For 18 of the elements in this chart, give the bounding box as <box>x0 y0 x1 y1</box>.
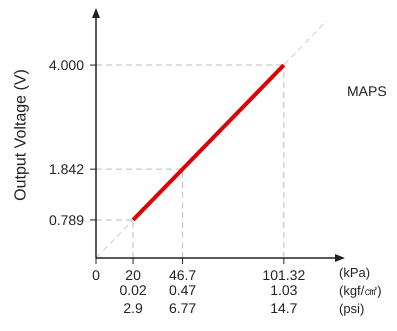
y-axis-title: Output Voltage (V) <box>12 69 30 201</box>
y-tick-label: 4.000 <box>48 57 84 74</box>
x-tick-label: 46.7 <box>168 267 196 283</box>
text: 6.77 <box>168 300 196 316</box>
text: 0.02 <box>119 282 147 298</box>
x-axis-title: (kPa) <box>339 265 370 280</box>
text: (psi) <box>339 301 364 316</box>
text: 2.9 <box>123 300 144 316</box>
x-tick-label: 0 <box>92 267 100 283</box>
text: (kgf/㎠) <box>339 283 382 298</box>
y-tick-label: 0.789 <box>48 212 84 228</box>
text: 14.7 <box>270 300 298 316</box>
x-tick-label: 20 <box>125 267 142 283</box>
text: 1.03 <box>270 282 298 298</box>
text: 0.47 <box>168 282 196 298</box>
text: MAPS <box>347 83 387 99</box>
y-tick-label: 1.842 <box>48 161 84 178</box>
x-tick-label: 101.32 <box>262 267 306 283</box>
